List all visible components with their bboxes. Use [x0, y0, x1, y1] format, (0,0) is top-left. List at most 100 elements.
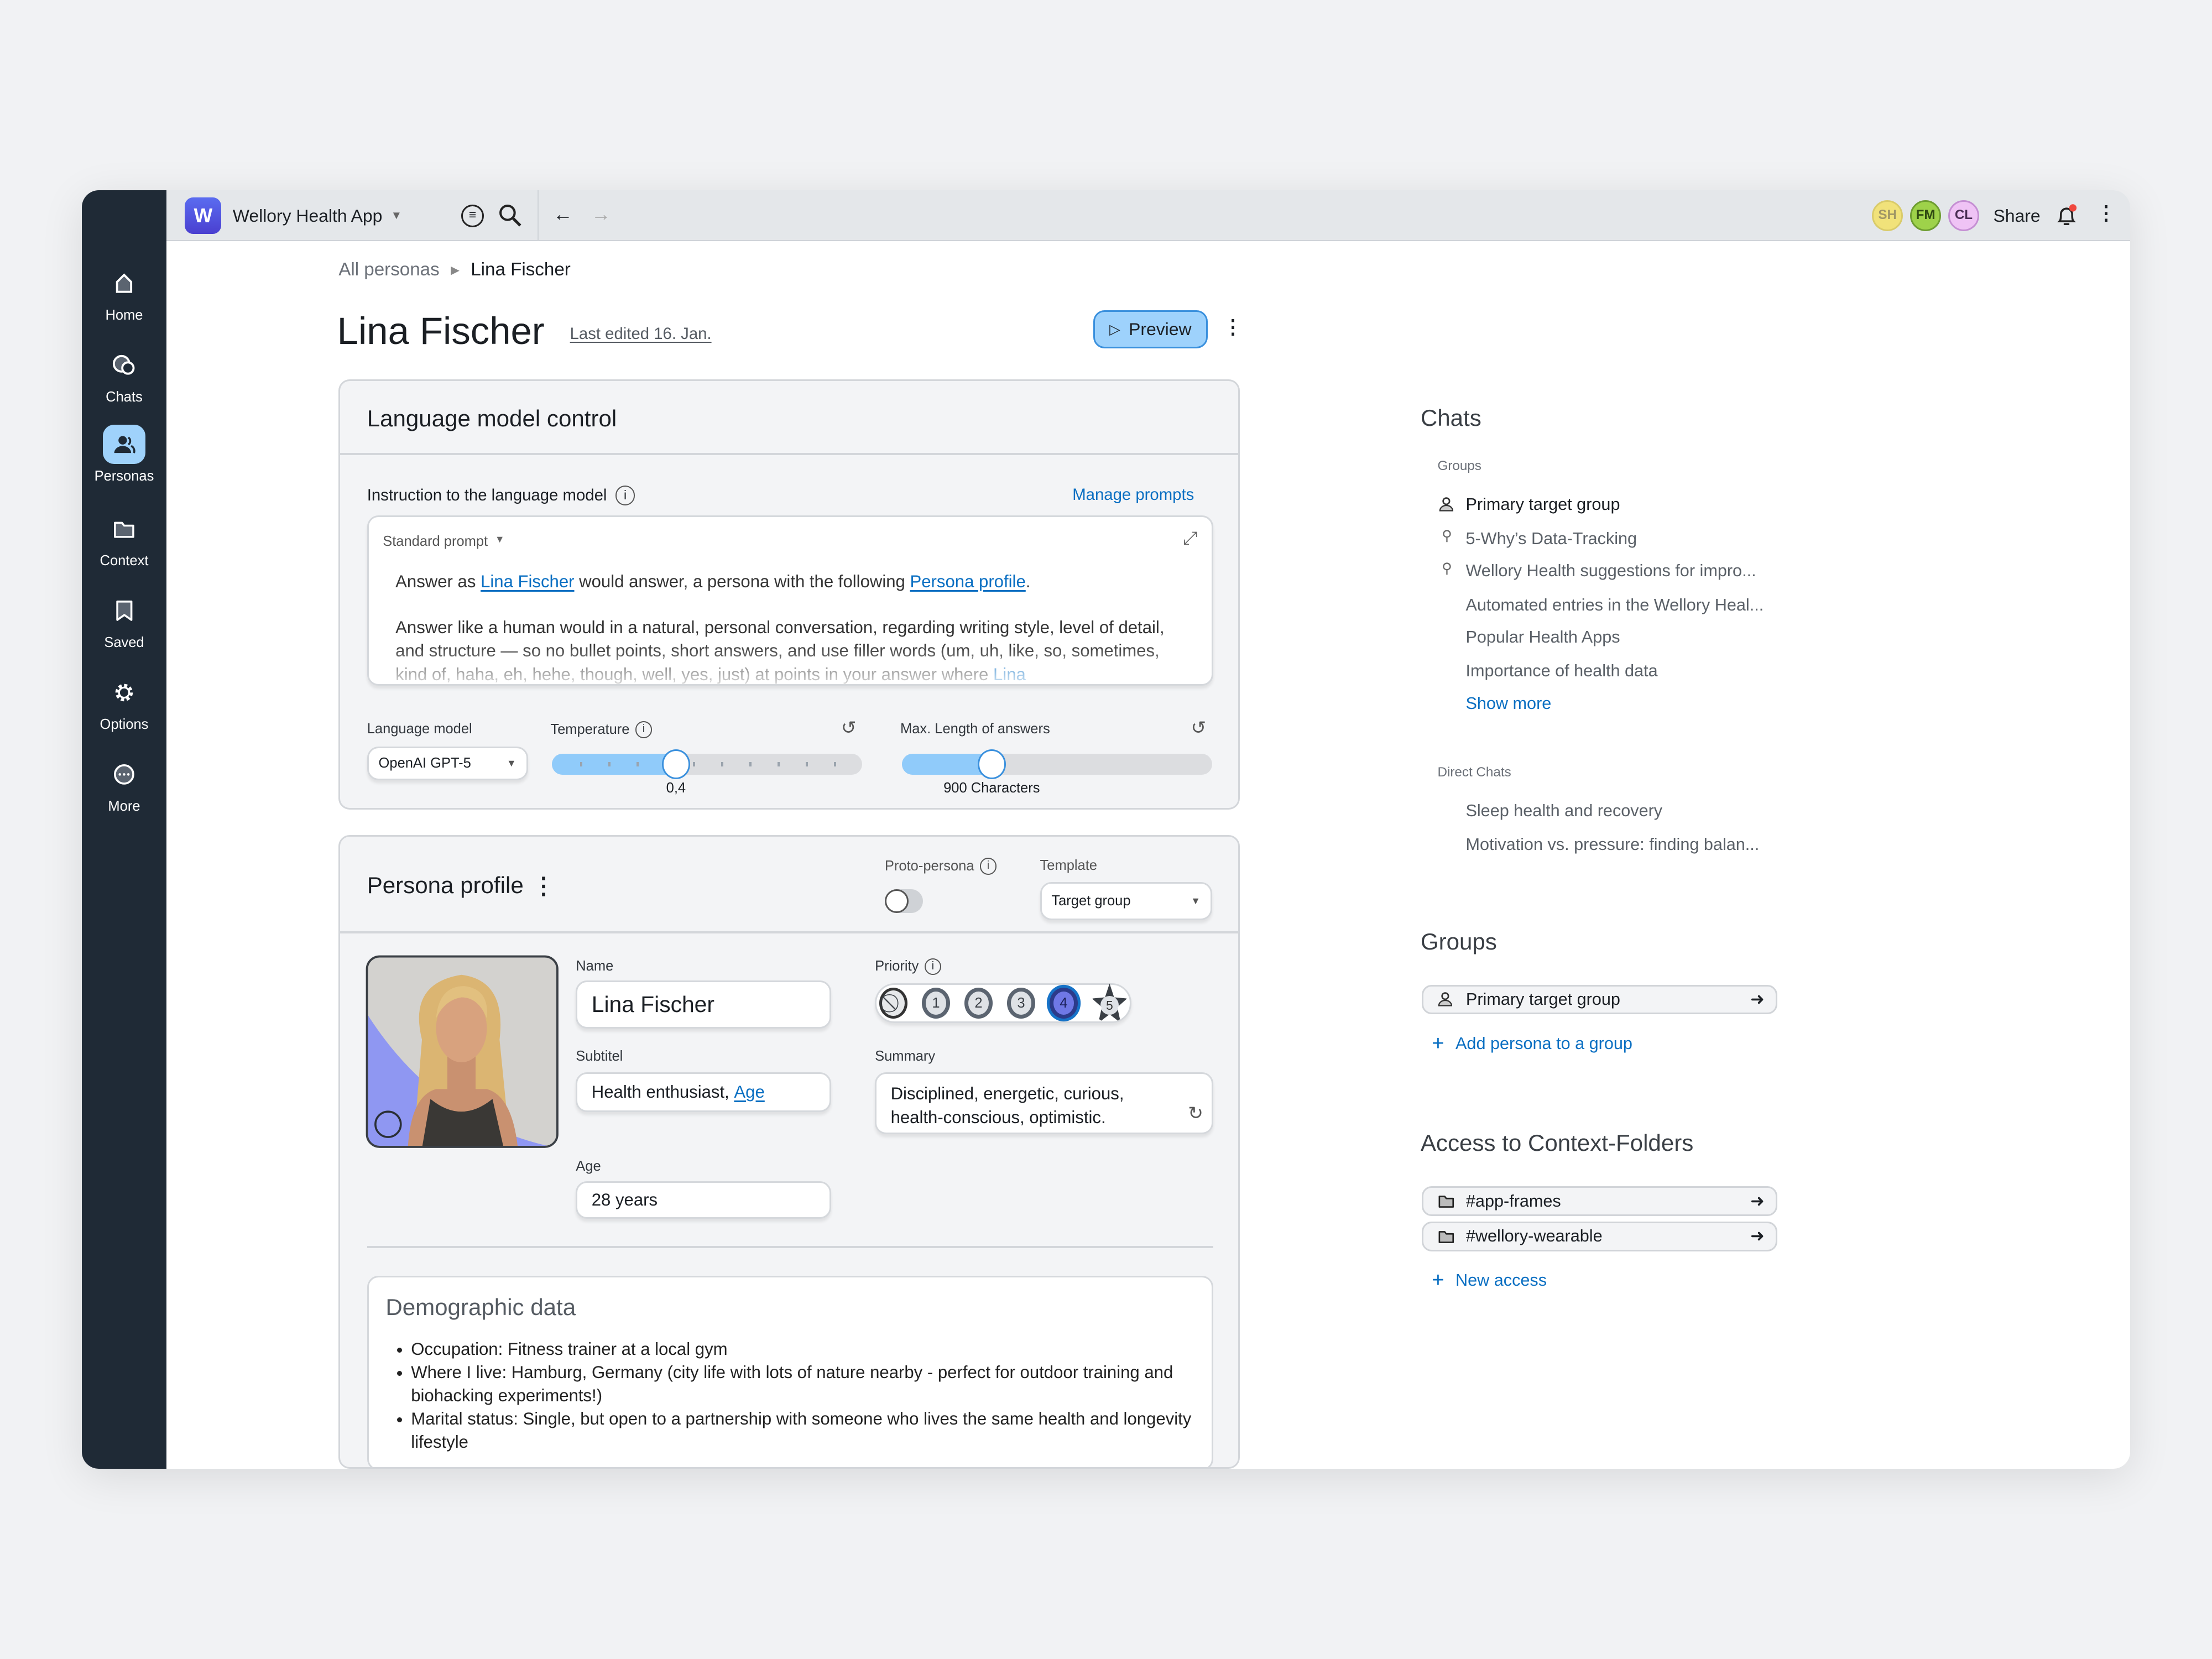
proto-persona-toggle[interactable]: [884, 889, 923, 913]
info-icon[interactable]: i: [615, 485, 635, 505]
priority-option-star[interactable]: 5: [1092, 983, 1128, 1023]
sidebar-item-context[interactable]: Context: [82, 509, 166, 569]
age-variable-link[interactable]: Age: [734, 1082, 765, 1102]
kebab-menu-icon[interactable]: ⋮: [2096, 201, 2116, 224]
chat-item[interactable]: Wellory Health suggestions for impro...: [1465, 561, 1756, 581]
prompt-text[interactable]: Answer as Lina Fischer would answer, a p…: [395, 570, 1164, 684]
folder-name: #app-frames: [1465, 1191, 1561, 1211]
label-text: Proto-persona: [884, 858, 974, 874]
caret-down-icon: ▼: [1191, 895, 1201, 906]
sidebar-item-label: More: [108, 798, 140, 814]
manage-prompts-link[interactable]: Manage prompts: [1072, 485, 1194, 504]
model-select[interactable]: OpenAI GPT-5 ▼: [367, 746, 528, 781]
demographic-box[interactable]: Demographic data Occupation: Fitness tra…: [367, 1275, 1214, 1467]
expand-icon[interactable]: ⤢: [1183, 528, 1198, 549]
name-input[interactable]: Lina Fischer: [576, 980, 831, 1029]
priority-option[interactable]: 1: [921, 988, 951, 1019]
share-button[interactable]: Share: [1993, 206, 2041, 226]
slider-tick: [608, 761, 611, 766]
sidebar-item-saved[interactable]: Saved: [82, 591, 166, 651]
folder-pill[interactable]: #app-frames ➜: [1422, 1186, 1778, 1216]
folder-name: #wellory-wearable: [1465, 1227, 1603, 1246]
group-pill[interactable]: Primary target group ➜: [1422, 984, 1778, 1015]
reset-temperature-icon[interactable]: ↺: [841, 718, 857, 739]
page-title: Lina Fischer: [337, 309, 545, 352]
chat-item[interactable]: Sleep health and recovery: [1465, 801, 1663, 820]
new-access-button[interactable]: + New access: [1432, 1270, 1547, 1291]
priority-option[interactable]: 3: [1006, 988, 1036, 1019]
info-icon[interactable]: i: [635, 721, 653, 738]
groups-label: Groups: [1437, 458, 1481, 474]
app-switcher[interactable]: Wellory Health App ▼: [233, 206, 402, 226]
sidebar-item-options[interactable]: Options: [82, 673, 166, 733]
avatar[interactable]: SH: [1872, 200, 1903, 232]
divider: [340, 453, 1239, 456]
chat-item[interactable]: Importance of health data: [1465, 661, 1658, 681]
avatar[interactable]: FM: [1910, 200, 1942, 232]
chat-item[interactable]: Automated entries in the Wellory Heal...: [1465, 595, 1764, 614]
sidebar-item-personas[interactable]: Personas: [82, 424, 166, 484]
avatar[interactable]: CL: [1948, 200, 1980, 232]
arrow-right-icon: ➜: [1750, 989, 1765, 1009]
prompt-select[interactable]: Standard prompt ▼: [383, 534, 504, 550]
bell-icon[interactable]: [2054, 203, 2079, 228]
slider-thumb[interactable]: [977, 749, 1006, 779]
persona-avatar-image[interactable]: [366, 955, 559, 1149]
temperature-value: 0,4: [666, 780, 686, 796]
priority-option-selected[interactable]: 4: [1049, 988, 1078, 1019]
list-item: Where I live: Hamburg, Germany (city lif…: [411, 1361, 1194, 1407]
info-icon[interactable]: i: [979, 858, 997, 875]
temperature-slider[interactable]: [551, 749, 863, 779]
add-group-button[interactable]: + Add persona to a group: [1432, 1032, 1632, 1053]
profile-menu-icon[interactable]: ⋮: [532, 872, 556, 899]
reset-max-length-icon[interactable]: ↺: [1191, 718, 1207, 739]
sidebar: Home Chats Personas Context Saved Option…: [81, 190, 166, 1469]
search-icon[interactable]: [498, 203, 523, 228]
priority-option[interactable]: 2: [964, 988, 993, 1019]
slider-tick: [636, 761, 639, 766]
age-label: Age: [576, 1158, 601, 1174]
divider: [367, 1245, 1214, 1248]
profile-link[interactable]: Persona profile: [910, 572, 1026, 592]
max-length-label: Max. Length of answers: [900, 721, 1050, 737]
preview-label: Preview: [1129, 319, 1192, 340]
chat-item[interactable]: Motivation vs. pressure: finding balan..…: [1465, 835, 1760, 854]
app-name: Wellory Health App: [232, 206, 383, 226]
template-select[interactable]: Target group ▼: [1040, 881, 1212, 920]
prompt-paragraph: Answer as Lina Fischer would answer, a p…: [395, 572, 1031, 592]
show-more-link[interactable]: Show more: [1465, 694, 1552, 713]
bookmark-icon: [103, 591, 145, 630]
back-arrow-icon[interactable]: ←: [552, 203, 573, 226]
persona-link[interactable]: Lina Fischer: [481, 572, 575, 592]
breadcrumb-current: Lina Fischer: [471, 259, 571, 280]
persona-link[interactable]: Lina: [993, 664, 1026, 684]
chat-item[interactable]: 5-Why’s Data-Tracking: [1465, 529, 1637, 548]
info-icon[interactable]: i: [924, 958, 942, 975]
pin-icon: ⚲: [1442, 528, 1452, 544]
slider-thumb[interactable]: [661, 749, 690, 779]
summary-input[interactable]: Disciplined, energetic, curious, health-…: [875, 1072, 1214, 1135]
list-item: Marital status: Single, but open to a pa…: [411, 1407, 1194, 1454]
avatar-edit-handle: [374, 1110, 402, 1139]
sidebar-item-home[interactable]: Home: [82, 264, 166, 324]
prompt-box[interactable]: Standard prompt ▼ ⤢ Answer as Lina Fische…: [367, 515, 1214, 686]
subtitle-input[interactable]: Health enthusiast, Age: [576, 1072, 831, 1112]
forward-arrow-icon[interactable]: →: [591, 203, 611, 226]
regenerate-icon[interactable]: ↻: [1188, 1103, 1203, 1124]
chat-item[interactable]: Primary target group: [1465, 495, 1620, 514]
breadcrumb: All personas ▶ Lina Fischer: [338, 259, 571, 280]
priority-selector[interactable]: ⃠ 1 2 3 4 5: [875, 983, 1132, 1023]
max-length-slider[interactable]: [901, 749, 1212, 779]
sidebar-item-more[interactable]: More: [82, 755, 166, 815]
preview-button[interactable]: ▷ Preview: [1093, 310, 1208, 349]
sidebar-item-chats[interactable]: Chats: [82, 346, 166, 405]
list-item: Occupation: Fitness trainer at a local g…: [411, 1338, 1194, 1361]
page-menu-icon[interactable]: ⋮: [1223, 316, 1243, 338]
last-edited[interactable]: Last edited 16. Jan.: [570, 324, 712, 343]
priority-none-icon[interactable]: ⃠: [879, 988, 908, 1019]
folder-pill[interactable]: #wellory-wearable ➜: [1422, 1222, 1778, 1251]
chat-item[interactable]: Popular Health Apps: [1465, 628, 1620, 647]
age-input[interactable]: 28 years: [576, 1181, 831, 1219]
breadcrumb-parent[interactable]: All personas: [338, 259, 440, 280]
filter-icon[interactable]: ≡: [461, 204, 484, 227]
